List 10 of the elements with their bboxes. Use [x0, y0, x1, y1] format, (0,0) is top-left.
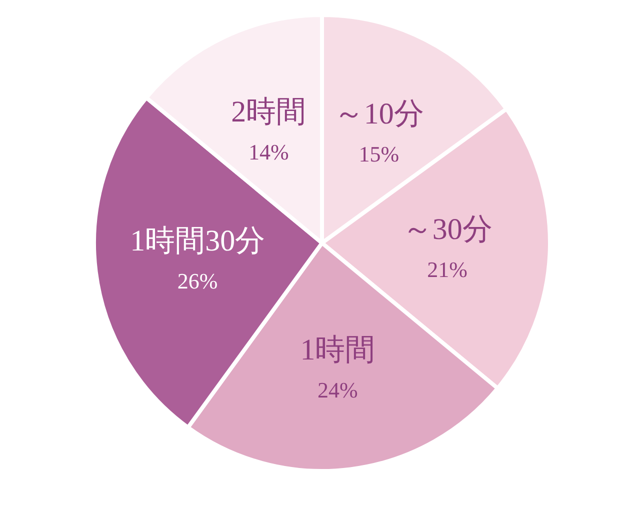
- data-label: 26%: [177, 268, 218, 294]
- data-label: 14%: [248, 140, 289, 165]
- slice-label: 1時間: [300, 333, 376, 366]
- slice-label: ～30分: [402, 212, 492, 246]
- slice-label: 2時間: [231, 96, 306, 129]
- slice-label: ～10分: [334, 97, 424, 130]
- data-label: 15%: [358, 141, 400, 166]
- data-label: 24%: [318, 377, 358, 402]
- slice-label: 1時間30分: [130, 224, 266, 258]
- data-label: 21%: [427, 256, 468, 282]
